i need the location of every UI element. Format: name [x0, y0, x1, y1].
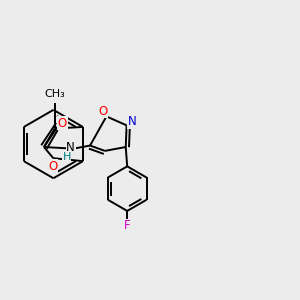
Text: O: O: [58, 117, 67, 130]
Text: O: O: [98, 105, 107, 118]
Text: O: O: [49, 160, 58, 173]
Text: H: H: [62, 152, 71, 162]
Text: N: N: [128, 115, 136, 128]
Text: CH₃: CH₃: [44, 89, 65, 99]
Text: N: N: [66, 141, 75, 154]
Text: F: F: [124, 219, 130, 232]
